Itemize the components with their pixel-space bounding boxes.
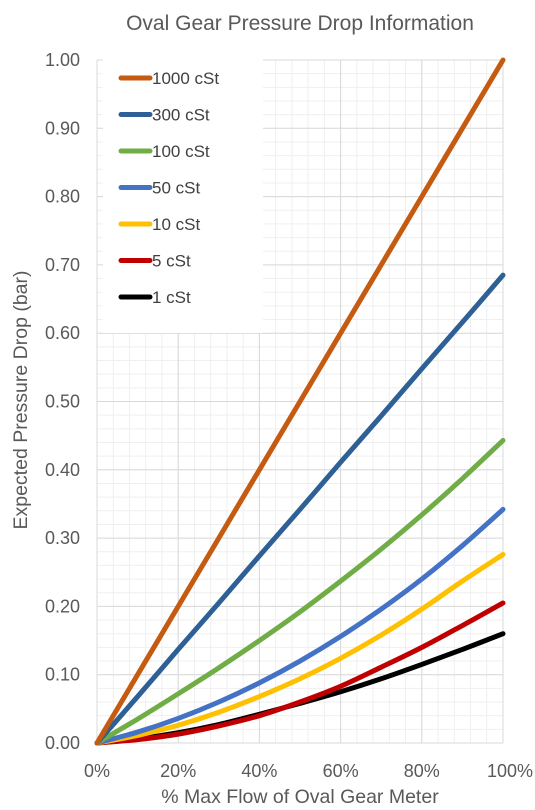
y-tick-label: 0.00: [45, 733, 80, 753]
y-tick-label: 0.50: [45, 392, 80, 412]
series-line-100-cst: [94, 437, 506, 746]
y-tick-label: 0.90: [45, 118, 80, 138]
x-tick-label: 0%: [84, 761, 110, 781]
x-tick-label: 100%: [487, 761, 533, 781]
legend-label-300-cst: 300 cSt: [152, 106, 210, 125]
x-tick-label: 40%: [241, 761, 277, 781]
y-tick-label: 0.40: [45, 460, 80, 480]
chart-title: Oval Gear Pressure Drop Information: [126, 12, 474, 35]
legend-label-5-cst: 5 cSt: [152, 252, 191, 271]
y-tick-label: 0.70: [45, 255, 80, 275]
y-tick-label: 0.60: [45, 323, 80, 343]
y-tick-label: 1.00: [45, 50, 80, 70]
x-tick-label: 80%: [404, 761, 440, 781]
x-axis-label: % Max Flow of Oval Gear Meter: [161, 786, 439, 808]
legend-background: [103, 58, 263, 333]
x-tick-label: 20%: [160, 761, 196, 781]
series-lines: [94, 57, 506, 746]
y-tick-label: 0.30: [45, 528, 80, 548]
legend: 1000 cSt 300 cSt 100 cSt 50 cSt 10 cSt 5 cSt 1…: [103, 58, 263, 333]
series-line-50-cst: [94, 506, 506, 746]
series-line-1000-cst: [94, 57, 506, 746]
series-line-5-cst: [94, 600, 506, 746]
legend-label-10-cst: 10 cSt: [152, 215, 200, 234]
series-line-10-cst: [94, 551, 506, 746]
y-tick-label: 0.80: [45, 187, 80, 207]
x-axis-ticks: 0% 20% 40% 60% 80% 100%: [84, 761, 533, 781]
y-axis-label: Expected Pressure Drop (bar): [10, 270, 32, 529]
legend-label-1-cst: 1 cSt: [152, 288, 191, 307]
x-tick-label: 60%: [323, 761, 359, 781]
series-line-300-cst: [94, 272, 506, 746]
legend-label-50-cst: 50 cSt: [152, 179, 200, 198]
legend-label-1000-cst: 1000 cSt: [152, 69, 219, 88]
y-tick-label: 0.20: [45, 596, 80, 616]
legend-label-100-cst: 100 cSt: [152, 142, 210, 161]
y-tick-label: 0.10: [45, 665, 80, 685]
y-axis-ticks: 0.00 0.10 0.20 0.30 0.40 0.50 0.60 0.70 0.80 0.90…: [45, 50, 80, 753]
